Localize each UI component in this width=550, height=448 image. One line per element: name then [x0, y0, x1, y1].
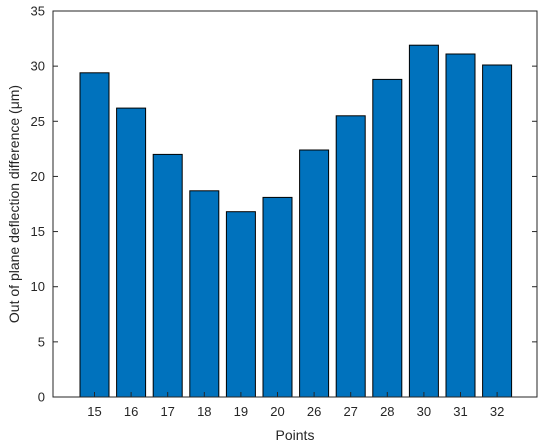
- y-tick-label: 25: [31, 114, 45, 129]
- x-tick-label: 27: [343, 404, 357, 419]
- y-tick-label: 15: [31, 224, 45, 239]
- bar-19: [225, 211, 256, 398]
- y-tick-label: 35: [31, 4, 45, 19]
- bar-32: [482, 64, 513, 398]
- x-axis-label: Points: [276, 427, 315, 443]
- x-tick-label: 20: [270, 404, 284, 419]
- x-tick-label: 16: [124, 404, 138, 419]
- x-tick-label: 30: [417, 404, 431, 419]
- x-tick-label: 31: [453, 404, 467, 419]
- y-tick-label: 5: [38, 334, 45, 349]
- bar-30: [408, 44, 439, 398]
- x-tick-label: 15: [87, 404, 101, 419]
- bar-27: [335, 115, 366, 398]
- axes-box: [52, 10, 538, 398]
- y-tick-label: 30: [31, 59, 45, 74]
- bar-31: [445, 53, 476, 398]
- y-axis-ticks: 0 5 10 15 20 25 30 35: [31, 4, 537, 405]
- x-tick-label: 26: [307, 404, 321, 419]
- y-tick-label: 0: [38, 390, 45, 405]
- bar-28: [372, 78, 403, 398]
- bar-26: [299, 149, 330, 398]
- x-axis-ticks: 15 16 17 18 19 20 26 27 28 30 31 32: [87, 392, 504, 419]
- x-tick-label: 32: [490, 404, 504, 419]
- y-tick-label: 20: [31, 169, 45, 184]
- x-tick-label: 19: [234, 404, 248, 419]
- bar-20: [262, 196, 293, 398]
- bar-18: [189, 190, 220, 398]
- x-tick-label: 18: [197, 404, 211, 419]
- bar-16: [116, 107, 147, 398]
- y-tick-label: 10: [31, 279, 45, 294]
- x-tick-label: 28: [380, 404, 394, 419]
- x-tick-label: 17: [160, 404, 174, 419]
- bars-group: [79, 44, 513, 398]
- bar-15: [79, 72, 110, 398]
- y-axis-label: Out of plane deflection difference (μm): [6, 85, 22, 323]
- bar-17: [152, 153, 183, 398]
